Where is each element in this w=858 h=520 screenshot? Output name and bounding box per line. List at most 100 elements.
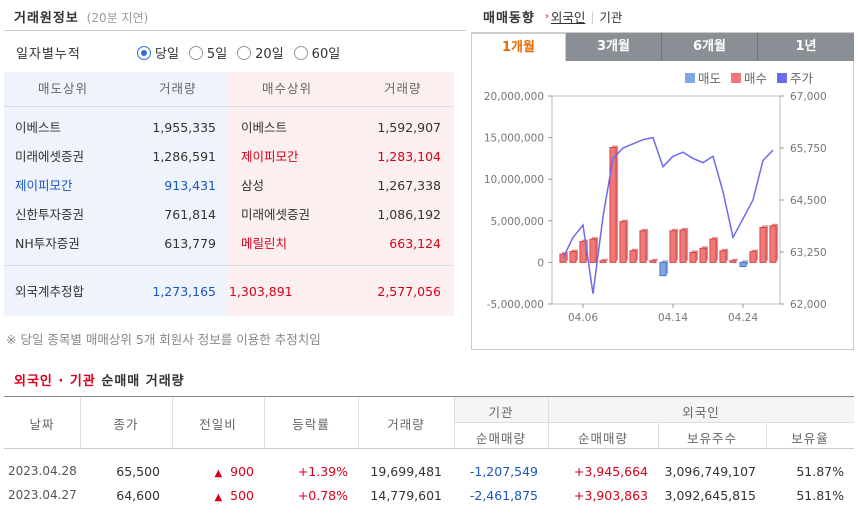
group-header-bg [454,397,854,422]
divider [172,397,173,448]
period-radio-60d[interactable]: 60일 [293,43,340,62]
legend-buy: 매수 [744,71,768,86]
buy-bar [589,238,597,263]
sell-broker-name[interactable]: 미래에셋증권 [15,149,85,164]
buy-broker-name[interactable]: 삼성 [241,178,265,193]
col-rate: 등락률 [292,417,330,432]
cell-close: 65,500 [116,464,160,479]
buy-bar [749,251,757,263]
col-volume: 거래량 [387,417,425,432]
price-line [562,136,774,294]
cell-inst-net: -1,207,549 [469,464,538,479]
cell-holdings: 3,096,749,107 [664,464,756,479]
tab-6month[interactable]: 6개월 [662,33,758,61]
buy-bar [619,221,627,263]
sell-broker-volume: 1,286,591 [152,149,216,164]
delay-note: (20분 지연) [86,11,149,25]
bar-depth [731,258,739,261]
tab-1year[interactable]: 1년 [758,33,854,61]
bar-depth [651,258,659,261]
header-buy-volume: 거래량 [384,81,422,96]
cell-rate: +0.78% [297,488,348,503]
tab-3month[interactable]: 3개월 [566,33,662,61]
total-label: 외국계추정합 [15,284,85,299]
cell-change: ▲ 900 [214,464,254,479]
y-right-tick-label: 65,750 [790,143,827,155]
chart-frame [471,32,854,350]
header-sell-volume: 거래량 [159,81,197,96]
buy-bar [689,252,697,263]
buy-broker-volume: 1,283,104 [377,149,441,164]
up-arrow-icon: ▲ [214,492,223,503]
buy-bar [669,230,677,263]
y-right-tick-label: 62,000 [790,299,827,311]
bullet-icon: › [544,11,549,22]
legend-price: 주가 [790,71,814,86]
tab-1month[interactable]: 1개월 [471,33,566,61]
buy-bar [759,227,767,263]
buy-broker-volume: 1,592,907 [377,120,441,135]
period-label: 일자별누적 [16,47,81,62]
cell-inst-net: -2,461,875 [469,488,538,503]
period-radio-20d[interactable]: 20일 [237,43,284,62]
broker-table: 매도상위 거래량 매수상위 거래량 이베스트 1,955,335 이베스트 1,592… [4,72,454,316]
cell-volume: 19,699,481 [370,464,442,479]
sell-broker-name[interactable]: 신한투자증권 [15,207,85,222]
up-arrow-icon: ▲ [214,468,223,479]
sell-broker-name[interactable]: 제이피모간 [15,178,73,193]
sell-broker-name[interactable]: NH투자증권 [15,236,80,251]
radio-icon [293,45,308,60]
sell-broker-volume: 761,814 [164,207,216,222]
divider: | [590,9,595,24]
divider [80,397,81,448]
buy-bar [699,247,707,263]
cell-change: ▲ 500 [214,488,254,503]
y-left-tick-label: 15,000,000 [484,133,544,145]
col-ratio: 보유율 [791,431,829,446]
buy-bar [729,260,737,263]
y-left-tick-label: 20,000,000 [484,91,544,103]
y-left-tick-label: 10,000,000 [484,174,544,186]
buy-broker-name[interactable]: 메릴린치 [241,236,288,251]
broker-info-title: 거래원정보 [14,11,79,26]
buy-broker-name[interactable]: 이베스트 [241,120,288,135]
buy-bar [629,250,637,263]
divider [4,396,854,397]
col-date: 날짜 [29,417,55,432]
radio-icon [237,45,252,60]
col-group-institution: 기관 [488,405,514,420]
chart-legend: 매도 매수 주가 [685,68,813,87]
divider [454,397,455,448]
estimate-note: ※ 당일 종목별 매매상위 5개 회원사 정보를 이용한 추정치임 [6,332,321,347]
link-foreign[interactable]: 외국인 [550,10,586,25]
sell-bar [659,261,667,277]
y-left-tick-label: -5,000,000 [487,299,544,311]
buy-broker-name[interactable]: 미래에셋증권 [241,207,311,222]
x-tick-label: 04.24 [728,312,758,324]
legend-price-swatch [777,72,788,83]
col-group-foreign: 외국인 [682,405,720,420]
cell-foreign-net: +3,903,863 [573,488,648,503]
buy-bar [599,260,607,263]
link-institution[interactable]: 기관 [599,10,623,25]
x-tick-label: 04.14 [658,312,688,324]
sell-panel [4,72,227,316]
x-tick-label: 04.06 [568,312,598,324]
period-radio-5d[interactable]: 5일 [188,43,227,62]
radio-icon [188,45,203,60]
buy-broker-name[interactable]: 제이피모간 [241,149,299,164]
col-foreign-net: 순매매량 [577,431,628,446]
buy-panel [227,72,454,316]
divider [4,106,454,107]
y-right-tick-label: 64,500 [790,195,827,207]
bar-depth [601,258,609,261]
buy-bar [709,238,717,263]
sell-broker-volume: 913,431 [164,178,216,193]
cell-holdings: 3,092,645,815 [664,488,756,503]
net-trade-title: 외국인 · 기관 순매매 거래량 [14,374,185,389]
cell-ratio: 51.81% [796,488,844,503]
cell-volume: 14,779,601 [370,488,442,503]
sell-broker-name[interactable]: 이베스트 [15,120,62,135]
period-radio-today[interactable]: 당일 [137,43,179,62]
divider [264,397,265,448]
